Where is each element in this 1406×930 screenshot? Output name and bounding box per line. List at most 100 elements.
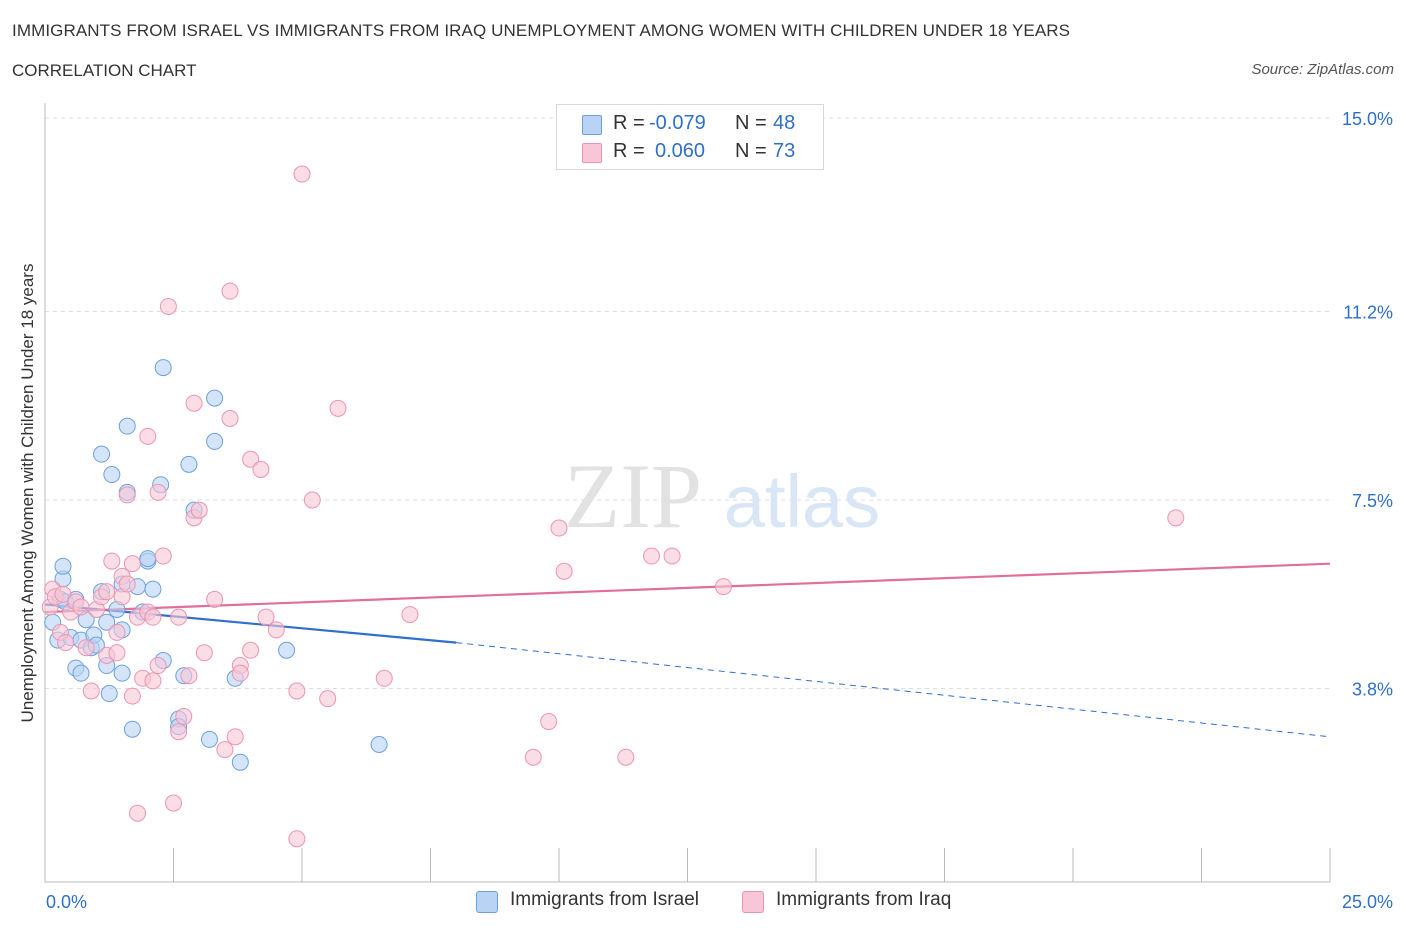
axes bbox=[44, 103, 1331, 883]
y-tick-label: 15.0% bbox=[1342, 109, 1393, 129]
iraq-point bbox=[375, 669, 393, 687]
iraq-point bbox=[303, 491, 321, 509]
trend-lines bbox=[44, 562, 1331, 738]
israel-point bbox=[370, 735, 388, 753]
israel-point bbox=[118, 417, 136, 435]
israel-point bbox=[113, 664, 131, 682]
iraq-point bbox=[524, 748, 542, 766]
iraq-point bbox=[118, 486, 136, 504]
stats-box: R = -0.079 N = 48 R = 0.060 N = 73 bbox=[556, 104, 824, 170]
iraq-point bbox=[108, 644, 126, 662]
israel-swatch bbox=[582, 115, 602, 135]
israel-point bbox=[123, 720, 141, 738]
iraq-point bbox=[242, 450, 260, 468]
iraq-point bbox=[72, 598, 90, 616]
iraq-point bbox=[267, 621, 285, 639]
iraq-point bbox=[123, 687, 141, 705]
grid-lines bbox=[45, 117, 1330, 689]
iraq-trend-line bbox=[44, 562, 1331, 614]
legend-israel-label: Immigrants from Israel bbox=[510, 889, 699, 910]
israel-point bbox=[72, 664, 90, 682]
israel-point bbox=[154, 359, 172, 377]
iraq-point bbox=[180, 667, 198, 685]
israel-point bbox=[206, 432, 224, 450]
iraq-point bbox=[149, 657, 167, 675]
israel-r-label: R = bbox=[613, 112, 645, 134]
iraq-point bbox=[550, 519, 568, 537]
israel-point bbox=[144, 580, 162, 598]
x-tick-label: 0.0% bbox=[46, 892, 87, 912]
israel-point bbox=[54, 557, 72, 575]
israel-point bbox=[278, 641, 296, 659]
iraq-point bbox=[159, 297, 177, 315]
iraq-point bbox=[617, 748, 635, 766]
iraq-point bbox=[221, 282, 239, 300]
iraq-point bbox=[1167, 509, 1185, 527]
legend-iraq-swatch bbox=[742, 891, 764, 913]
iraq-point bbox=[82, 682, 100, 700]
iraq-point bbox=[252, 460, 270, 478]
israel-n-label: N = bbox=[735, 112, 767, 134]
iraq-point bbox=[144, 608, 162, 626]
iraq-n-label: N = bbox=[735, 140, 767, 162]
iraq-point bbox=[54, 585, 72, 603]
iraq-point bbox=[77, 639, 95, 657]
y-tick-label: 3.8% bbox=[1352, 679, 1393, 699]
iraq-point bbox=[139, 427, 157, 445]
iraq-point bbox=[540, 713, 558, 731]
iraq-point bbox=[216, 741, 234, 759]
israel-r-value: -0.079 bbox=[649, 112, 706, 134]
iraq-point bbox=[288, 682, 306, 700]
iraq-point bbox=[123, 555, 141, 573]
y-tick-label: 11.2% bbox=[1343, 303, 1393, 323]
iraq-point bbox=[401, 606, 419, 624]
iraq-point bbox=[221, 410, 239, 428]
iraq-swatch bbox=[582, 143, 602, 163]
israel-point bbox=[100, 685, 118, 703]
iraq-point bbox=[329, 399, 347, 417]
iraq-point bbox=[129, 804, 147, 822]
iraq-point bbox=[231, 664, 249, 682]
iraq-point bbox=[190, 501, 208, 519]
iraq-point bbox=[195, 644, 213, 662]
x-tick-label: 25.0% bbox=[1342, 892, 1393, 912]
iraq-point bbox=[257, 608, 275, 626]
chart-subtitle: CORRELATION CHART bbox=[12, 61, 197, 80]
iraq-point bbox=[288, 830, 306, 848]
iraq-point bbox=[149, 483, 167, 501]
iraq-point bbox=[663, 547, 681, 565]
iraq-point bbox=[57, 634, 75, 652]
source-label: Source: ZipAtlas.com bbox=[1251, 61, 1394, 78]
iraq-point bbox=[170, 723, 188, 741]
israel-point bbox=[139, 550, 157, 568]
israel-point bbox=[200, 730, 218, 748]
legend-israel-swatch bbox=[476, 891, 498, 913]
iraq-point bbox=[185, 394, 203, 412]
iraq-point bbox=[144, 672, 162, 690]
israel-point bbox=[231, 753, 249, 771]
legend-iraq-label: Immigrants from Iraq bbox=[776, 889, 952, 910]
tick-labels: 3.8% 7.5% 11.2% 15.0% 0.0% 25.0% bbox=[46, 109, 1393, 912]
iraq-r-value: 0.060 bbox=[655, 140, 706, 162]
israel-point bbox=[93, 445, 111, 463]
israel-trend-extension bbox=[456, 642, 1331, 738]
iraq-point bbox=[226, 728, 244, 746]
iraq-point bbox=[242, 641, 260, 659]
israel-n-value: 48 bbox=[773, 112, 796, 134]
watermark-atlas: atlas bbox=[724, 460, 880, 543]
data-points bbox=[41, 165, 1185, 848]
y-tick-label: 7.5% bbox=[1352, 491, 1393, 511]
iraq-point bbox=[643, 547, 661, 565]
iraq-point bbox=[154, 547, 172, 565]
iraq-point bbox=[206, 590, 224, 608]
iraq-point bbox=[293, 165, 311, 183]
y-axis-label: Unemployment Among Women with Children U… bbox=[18, 264, 37, 723]
israel-point bbox=[98, 613, 116, 631]
iraq-point bbox=[108, 623, 126, 641]
iraq-point bbox=[714, 578, 732, 596]
iraq-point bbox=[175, 707, 193, 725]
iraq-point bbox=[319, 690, 337, 708]
israel-point bbox=[206, 389, 224, 407]
israel-point bbox=[103, 466, 121, 484]
